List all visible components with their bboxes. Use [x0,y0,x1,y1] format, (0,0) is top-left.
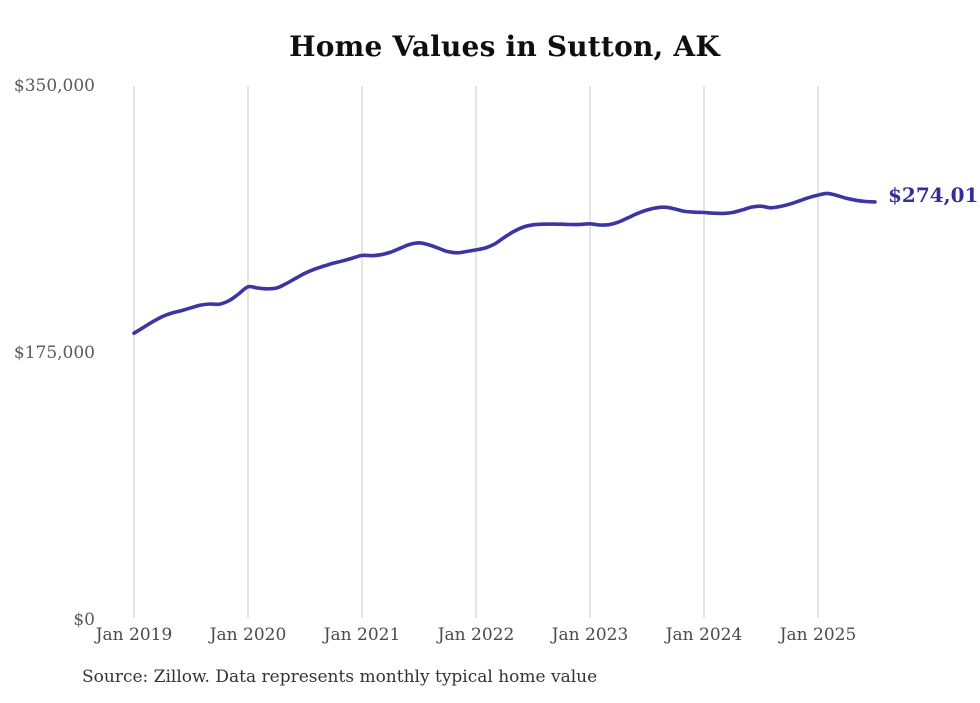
x-tick-label: Jan 2019 [94,625,173,645]
x-tick-label: Jan 2023 [550,625,629,645]
x-tick-label: Jan 2020 [208,625,287,645]
source-note: Source: Zillow. Data represents monthly … [82,667,598,687]
y-tick-label: $350,000 [14,76,95,96]
y-tick-label: $175,000 [14,343,95,363]
x-tick-label: Jan 2021 [322,625,401,645]
chart-title: Home Values in Sutton, AK [289,30,720,63]
y-tick-label: $0 [73,610,95,630]
x-tick-label: Jan 2025 [778,625,857,645]
x-tick-label: Jan 2022 [436,625,515,645]
value-line [132,191,877,335]
value-end-label: $274,015 [888,183,980,207]
x-tick-label: Jan 2024 [664,625,743,645]
